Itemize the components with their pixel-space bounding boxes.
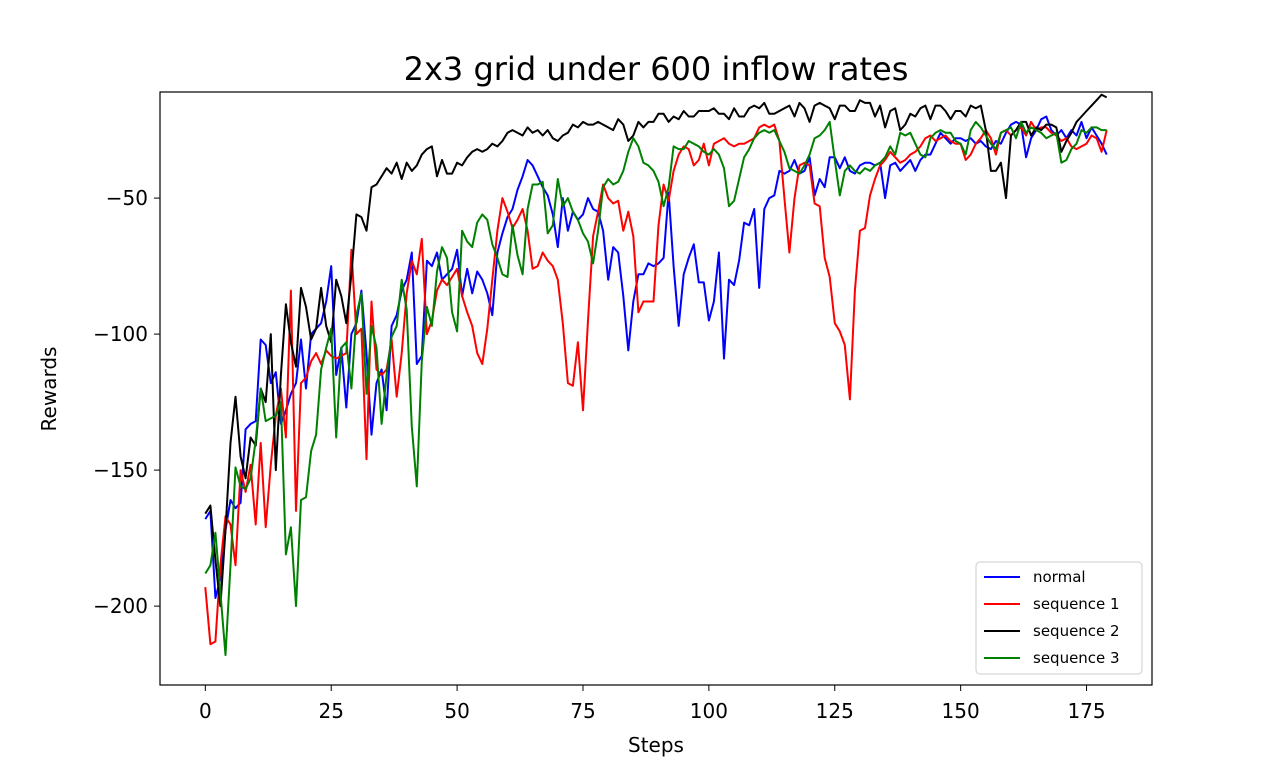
legend: normal sequence 1 sequence 2 sequence 3 xyxy=(975,561,1143,675)
x-tick-label: 25 xyxy=(318,699,343,723)
x-axis-label: Steps xyxy=(628,733,684,757)
y-tick-label: −100 xyxy=(93,322,148,346)
y-axis-ticks: −50 −100 −150 −200 xyxy=(93,186,160,618)
x-tick-label: 125 xyxy=(816,699,854,723)
series-line-3 xyxy=(204,93,1108,608)
series-line-4 xyxy=(204,120,1107,657)
x-tick-label: 100 xyxy=(690,699,728,723)
plot-frame xyxy=(159,91,1153,686)
x-axis-ticks: 0 25 50 75 100 125 150 175 xyxy=(199,685,1106,723)
y-tick-label: −150 xyxy=(93,458,148,482)
y-axis-label: Rewards xyxy=(37,347,61,432)
x-tick-label: 75 xyxy=(570,699,595,723)
chart-title: 2x3 grid under 600 inflow rates xyxy=(404,50,909,88)
legend-box xyxy=(975,561,1143,675)
plot-area xyxy=(204,93,1108,657)
x-tick-label: 50 xyxy=(444,699,469,723)
legend-label: sequence 3 xyxy=(1033,649,1120,667)
legend-label: sequence 2 xyxy=(1033,622,1120,640)
x-tick-label: 0 xyxy=(199,699,212,723)
y-tick-label: −50 xyxy=(106,186,148,210)
x-tick-label: 175 xyxy=(1067,699,1105,723)
x-tick-label: 150 xyxy=(942,699,980,723)
legend-label: sequence 1 xyxy=(1033,595,1120,613)
legend-label: normal xyxy=(1033,568,1086,586)
y-tick-label: −200 xyxy=(93,594,148,618)
